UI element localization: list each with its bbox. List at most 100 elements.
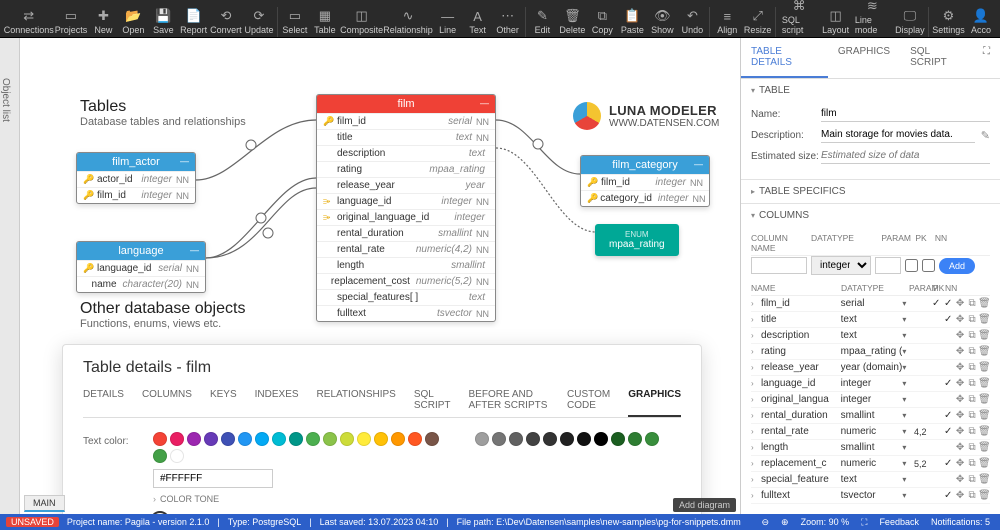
rp-tab-graphics[interactable]: GRAPHICS: [828, 38, 900, 78]
column-row[interactable]: ›film_idserial▾✓✓✥⧉🗑: [751, 296, 990, 312]
toolbar-select[interactable]: ▭Select: [280, 6, 310, 37]
color-swatch[interactable]: [170, 449, 184, 463]
toolbar-show[interactable]: 👁Show: [647, 6, 677, 37]
column-row[interactable]: ›rental_durationsmallint▾✓✥⧉🗑: [751, 408, 990, 424]
add-diagram-button[interactable]: Add diagram: [673, 498, 736, 512]
color-swatch[interactable]: [391, 432, 405, 446]
toolbar-settings[interactable]: ⚙Settings: [931, 6, 966, 37]
diagram-tab-main[interactable]: MAIN: [24, 495, 65, 512]
color-swatch[interactable]: [187, 432, 201, 446]
color-swatch[interactable]: [357, 432, 371, 446]
details-tab-graphics[interactable]: GRAPHICS: [628, 389, 681, 417]
color-swatch[interactable]: [475, 432, 489, 446]
object-list-rail[interactable]: Object list: [0, 38, 20, 514]
toolbar-projects[interactable]: ▭Projects: [53, 6, 88, 37]
details-tab-sql-script[interactable]: SQL SCRIPT: [414, 389, 451, 411]
color-swatch[interactable]: [628, 432, 642, 446]
color-tone-toggle[interactable]: COLOR TONE: [153, 494, 673, 504]
column-row[interactable]: ›lengthsmallint▾✥⧉🗑: [751, 440, 990, 456]
new-column-name-input[interactable]: [751, 257, 807, 274]
color-swatch[interactable]: [425, 432, 439, 446]
toolbar-connections[interactable]: ⇄Connections: [4, 6, 53, 37]
column-row[interactable]: ›language_idinteger▾✓✥⧉🗑: [751, 376, 990, 392]
fullscreen-icon[interactable]: ⛶: [857, 517, 871, 528]
details-tab-relationships[interactable]: RELATIONSHIPS: [317, 389, 396, 411]
color-swatch[interactable]: [272, 432, 286, 446]
color-swatch[interactable]: [238, 432, 252, 446]
toolbar-line[interactable]: —Line: [433, 6, 463, 37]
new-column-nn-checkbox[interactable]: [922, 259, 935, 272]
column-row[interactable]: ›original_languainteger▾✥⧉🗑: [751, 392, 990, 408]
color-swatch[interactable]: [408, 432, 422, 446]
toolbar-text[interactable]: AText: [463, 6, 493, 37]
column-row[interactable]: ›descriptiontext▾✥⧉🗑: [751, 328, 990, 344]
toolbar-other[interactable]: ⋯Other: [493, 6, 523, 37]
color-swatch[interactable]: [170, 432, 184, 446]
column-row[interactable]: ›fulltexttsvector▾✓✥⧉🗑: [751, 488, 990, 504]
color-swatch[interactable]: [374, 432, 388, 446]
add-column-button[interactable]: Add: [939, 258, 975, 274]
column-row[interactable]: ›rental_ratenumeric▾4,2✓✥⧉🗑: [751, 424, 990, 440]
toolbar-delete[interactable]: 🗑Delete: [557, 6, 587, 37]
zoom-in-icon[interactable]: ⊕: [777, 517, 793, 528]
color-swatch[interactable]: [509, 432, 523, 446]
toolbar-update[interactable]: ⟳Update: [243, 6, 275, 37]
table-film_actor[interactable]: film_actor—🔑actor_idintegerNN🔑film_idint…: [76, 152, 196, 204]
column-row[interactable]: ›titletext▾✓✥⧉🗑: [751, 312, 990, 328]
details-tab-indexes[interactable]: INDEXES: [255, 389, 299, 411]
color-swatch[interactable]: [594, 432, 608, 446]
color-swatch[interactable]: [543, 432, 557, 446]
color-swatch[interactable]: [340, 432, 354, 446]
new-column-param-input[interactable]: [875, 257, 901, 274]
toolbar-table[interactable]: ▦Table: [310, 6, 340, 37]
table-film_category[interactable]: film_category—🔑film_idintegerNN🔑category…: [580, 155, 710, 207]
column-row[interactable]: ›ratingmpaa_rating (en▾✥⧉🗑: [751, 344, 990, 360]
color-swatch[interactable]: [560, 432, 574, 446]
toolbar-layout[interactable]: ◫Layout: [820, 6, 850, 37]
color-swatch[interactable]: [153, 432, 167, 446]
toolbar-paste[interactable]: 📋Paste: [617, 6, 647, 37]
status-zoom[interactable]: Zoom: 90 %: [797, 517, 854, 527]
toolbar-copy[interactable]: ⧉Copy: [587, 6, 617, 37]
edit-description-icon[interactable]: ✎: [981, 129, 990, 142]
status-feedback[interactable]: Feedback: [875, 517, 923, 527]
toolbar-resize[interactable]: ⤢Resize: [742, 6, 773, 37]
toolbar-acco[interactable]: 👤Acco: [966, 6, 996, 37]
table-language[interactable]: language—🔑language_idserialNNnamecharact…: [76, 241, 206, 293]
color-swatch[interactable]: [306, 432, 320, 446]
rel-language-to-film[interactable]: [206, 173, 316, 268]
column-row[interactable]: ›release_yearyear (domain)▾✥⧉🗑: [751, 360, 990, 376]
new-column-datatype-select[interactable]: integer: [811, 256, 871, 275]
toolbar-edit[interactable]: ✎Edit: [527, 6, 557, 37]
details-tab-keys[interactable]: KEYS: [210, 389, 237, 411]
expand-panel-icon[interactable]: ⛶: [973, 38, 1000, 78]
toolbar-report[interactable]: 📄Report: [178, 6, 208, 37]
toolbar-new[interactable]: ✚New: [88, 6, 118, 37]
color-swatch[interactable]: [611, 432, 625, 446]
diagram-canvas[interactable]: Tables Database tables and relationships…: [20, 38, 740, 514]
details-tab-before-and-after-scripts[interactable]: BEFORE AND AFTER SCRIPTS: [469, 389, 550, 411]
color-swatch[interactable]: [204, 432, 218, 446]
color-swatch[interactable]: [323, 432, 337, 446]
column-row[interactable]: ›replacement_cnumeric▾5,2✓✥⧉🗑: [751, 456, 990, 472]
color-swatch[interactable]: [645, 432, 659, 446]
color-swatch[interactable]: [492, 432, 506, 446]
section-header-columns[interactable]: COLUMNS: [741, 204, 1000, 227]
details-tab-columns[interactable]: COLUMNS: [142, 389, 192, 411]
color-swatch[interactable]: [526, 432, 540, 446]
color-swatch[interactable]: [153, 449, 167, 463]
section-header-specifics[interactable]: TABLE SPECIFICS: [741, 180, 1000, 203]
toolbar-display[interactable]: 🖵Display: [894, 6, 926, 37]
color-swatch[interactable]: [289, 432, 303, 446]
table-name-input[interactable]: [821, 106, 990, 122]
toolbar-undo[interactable]: ↶Undo: [677, 6, 707, 37]
est-size-input[interactable]: [821, 148, 990, 164]
color-swatch[interactable]: [221, 432, 235, 446]
details-tab-custom-code[interactable]: CUSTOM CODE: [567, 389, 610, 411]
table-desc-input[interactable]: [821, 127, 975, 143]
toolbar-line-mode[interactable]: ≋Line mode: [851, 0, 894, 37]
toolbar-align[interactable]: ≡Align: [712, 6, 742, 37]
toolbar-composite[interactable]: ◫Composite: [340, 6, 384, 37]
new-column-pk-checkbox[interactable]: [905, 259, 918, 272]
toolbar-relationship[interactable]: ∿Relationship: [384, 6, 433, 37]
